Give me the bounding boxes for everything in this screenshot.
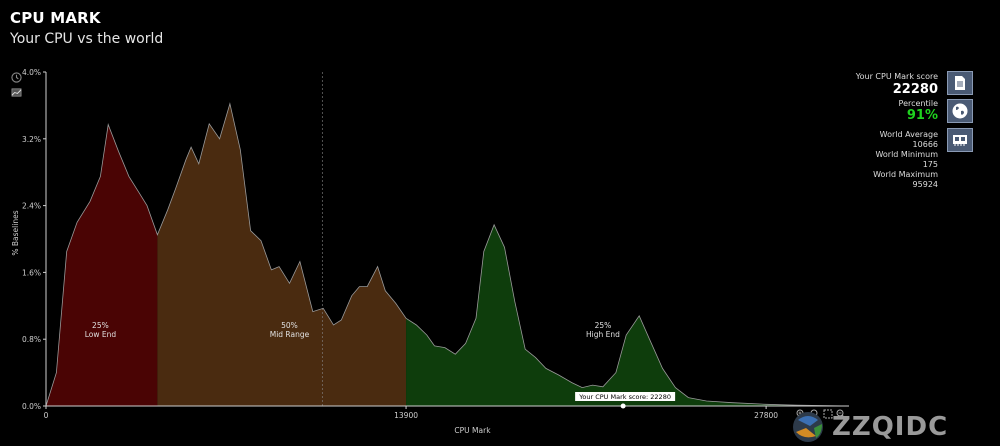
world-button[interactable] [947,99,973,123]
world-average-label: World Average [879,130,938,139]
score-label: Your CPU Mark score [855,72,938,81]
region-percent: 25% [595,321,612,330]
region-area-1 [157,103,407,406]
distribution-outline [45,102,850,407]
world-maximum-value: 95924 [912,180,938,189]
cpu-button[interactable] [947,128,973,152]
x-tick-label: 13900 [394,411,418,420]
fit-icon[interactable] [823,409,833,419]
score-marker-label: Your CPU Mark score: 22280 [578,393,671,401]
percentile-value: 91% [906,108,938,123]
region-name: Mid Range [270,330,310,339]
percentile-label: Percentile [898,99,938,108]
zoom-out-icon[interactable] [836,409,846,419]
score-value: 22280 [892,82,938,97]
y-tick-label: 1.6% [22,268,41,277]
world-minimum-label: World Minimum [875,150,938,159]
page-title: CPU MARK [10,9,101,27]
watermark-logo-icon [793,412,823,442]
watermark-text: ZZQIDC [832,412,949,442]
y-axis-label: % Baselines [11,210,20,255]
region-percent: 50% [281,321,298,330]
document-icon [955,76,965,90]
page-subtitle: Your CPU vs the world [10,31,164,47]
y-tick-label: 0.8% [22,335,41,344]
world-maximum-label: World Maximum [873,170,938,179]
watermark: ZZQIDC [790,410,990,444]
world-minimum-value: 175 [922,160,938,169]
x-tick-label: 27800 [754,411,778,420]
y-tick-label: 4.0% [22,68,41,77]
history-icon[interactable] [11,72,22,83]
region-name: High End [586,330,620,339]
region-name: Low End [85,330,117,339]
world-average-value: 10666 [912,140,938,149]
x-tick-label: 0 [44,411,49,420]
score-marker-dot[interactable] [620,403,626,409]
y-tick-label: 2.4% [22,202,41,211]
region-area-2 [406,224,849,406]
x-axis-label: CPU Mark [454,426,491,435]
y-tick-label: 3.2% [22,135,41,144]
report-button[interactable] [947,71,973,95]
y-tick-label: 0.0% [22,402,41,411]
score-marker-label-box [575,392,676,401]
globe-icon [952,103,968,119]
chart-type-icon[interactable] [11,87,22,98]
cpu-chip-icon [953,135,967,146]
region-percent: 25% [92,321,109,330]
region-area-0 [46,124,158,406]
